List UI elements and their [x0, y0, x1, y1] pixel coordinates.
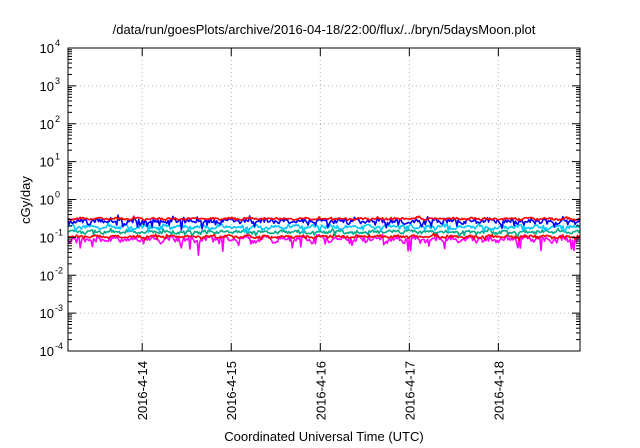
x-axis: 2016-4-14 2016-4-15 2016-4-16 2016-4-17 2016… [135, 48, 506, 420]
series-group [67, 214, 581, 256]
series-line [67, 233, 581, 256]
y-tick-label: 10 [40, 344, 54, 359]
y-tick-label: 10 [40, 41, 54, 56]
y-tick-label: 10 [40, 79, 54, 94]
x-tick-label: 2016-4-14 [135, 361, 150, 420]
chart-title: /data/run/goesPlots/archive/2016-04-18/2… [113, 22, 536, 37]
y-tick-exponent: -1 [55, 227, 63, 237]
series-line [67, 214, 581, 231]
y-tick-exponent: -3 [55, 303, 63, 313]
series-line [67, 232, 581, 242]
y-tick-exponent: -4 [55, 341, 63, 351]
y-axis-label: cGy/day [18, 176, 33, 224]
y-tick-exponent: -2 [55, 265, 63, 275]
y-tick-exponent: 3 [55, 76, 60, 86]
series-line [67, 221, 581, 235]
y-tick-label: 10 [40, 155, 54, 170]
y-tick-exponent: 2 [55, 114, 60, 124]
x-tick-label: 2016-4-15 [224, 361, 239, 420]
x-tick-label: 2016-4-18 [491, 361, 506, 420]
x-tick-label: 2016-4-17 [402, 361, 417, 420]
y-tick-exponent: 4 [55, 38, 60, 48]
y-tick-label: 10 [40, 193, 54, 208]
y-tick-label: 10 [40, 117, 54, 132]
y-tick-label: 10 [40, 268, 54, 283]
series-line [67, 227, 581, 238]
y-tick-label: 10 [40, 306, 54, 321]
x-axis-label: Coordinated Universal Time (UTC) [224, 429, 423, 444]
y-tick-label: 10 [40, 230, 54, 245]
grid [68, 48, 580, 351]
series-line [67, 215, 581, 222]
y-tick-exponent: 1 [55, 152, 60, 162]
y-tick-exponent: 0 [55, 190, 60, 200]
x-tick-label: 2016-4-16 [313, 361, 328, 420]
